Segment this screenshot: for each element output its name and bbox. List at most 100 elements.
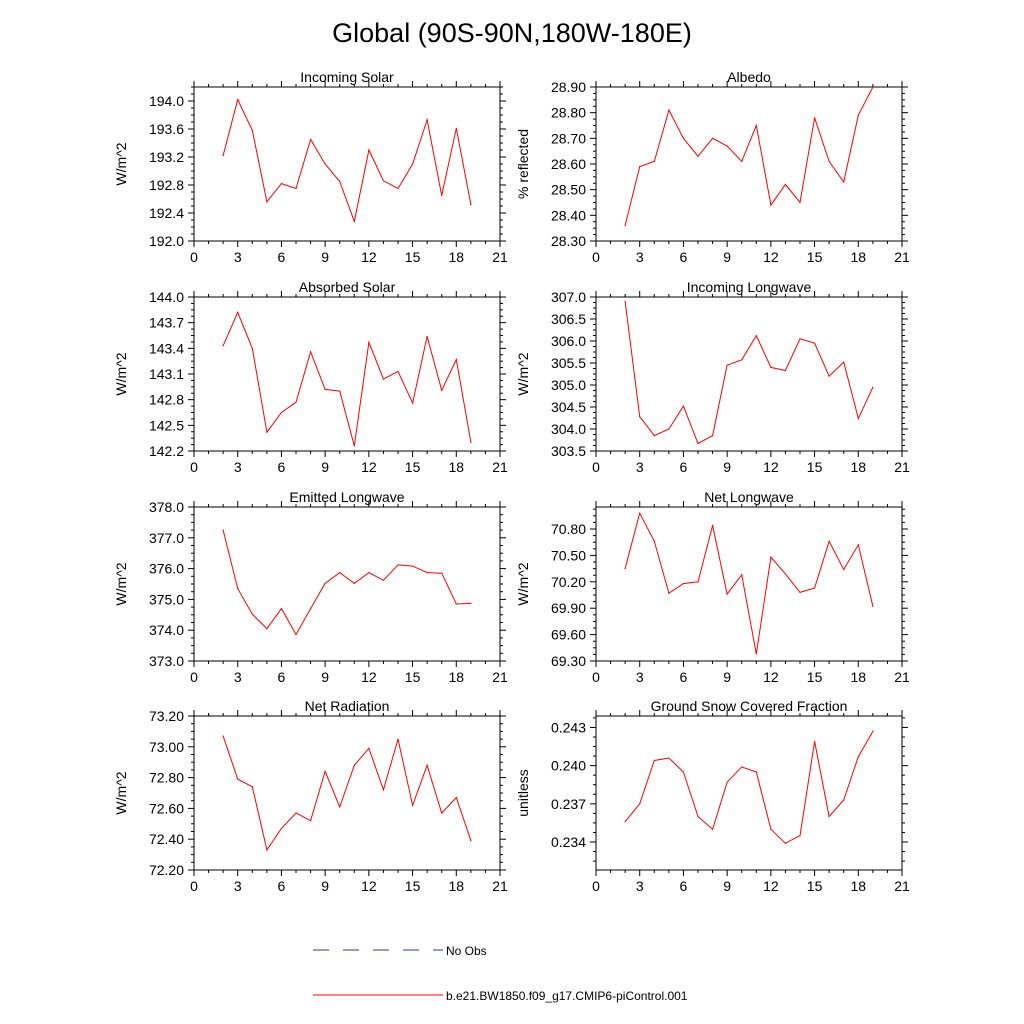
data-point xyxy=(382,378,385,380)
y-tick-label: 192.4 xyxy=(149,205,184,221)
data-point xyxy=(339,390,341,392)
x-tick-label: 3 xyxy=(234,249,242,265)
y-tick-label: 0.237 xyxy=(551,796,586,812)
data-point xyxy=(843,568,845,571)
data-point xyxy=(668,592,670,594)
data-point xyxy=(397,738,399,740)
x-tick-label: 6 xyxy=(278,459,286,475)
data-point xyxy=(470,441,472,444)
x-tick-label: 12 xyxy=(361,249,377,265)
y-tick-label: 69.60 xyxy=(551,627,586,643)
data-point xyxy=(441,572,443,574)
data-point xyxy=(339,806,341,808)
y-tick-label: 375.0 xyxy=(149,591,184,607)
data-point xyxy=(251,347,253,349)
data-point xyxy=(411,565,414,567)
data-point xyxy=(828,815,830,818)
data-point xyxy=(799,591,801,593)
data-point xyxy=(382,180,385,182)
x-tick-label: 12 xyxy=(361,878,377,894)
data-point xyxy=(280,183,283,185)
x-tick-label: 21 xyxy=(492,669,508,685)
x-tick-label: 15 xyxy=(807,878,823,894)
data-point xyxy=(309,608,312,610)
y-tick-label: 0.234 xyxy=(551,834,586,850)
x-tick-label: 0 xyxy=(190,669,198,685)
y-tick-label: 70.20 xyxy=(551,574,586,590)
data-point xyxy=(639,165,641,168)
chart-title: Ground Snow Covered Fraction xyxy=(651,698,848,714)
y-tick-label: 307.0 xyxy=(551,289,586,305)
data-point xyxy=(697,815,699,818)
data-point xyxy=(857,417,859,420)
data-point xyxy=(237,99,239,101)
data-point xyxy=(397,370,399,373)
y-tick-label: 73.20 xyxy=(149,708,184,724)
chart-panel: Absorbed Solar W/m^2 0 3 6 9 12 15 18 21 142.2 142.… xyxy=(113,279,508,475)
y-tick-label: 193.2 xyxy=(149,149,184,165)
data-point xyxy=(397,187,399,190)
data-point xyxy=(653,160,655,163)
data-point xyxy=(295,633,297,636)
x-tick-label: 0 xyxy=(592,669,600,685)
data-point xyxy=(411,163,414,165)
data-point xyxy=(872,386,874,388)
chart-panel: Net Longwave W/m^2 0 3 6 9 12 15 18 21 69.30 69.60 6… xyxy=(515,489,910,685)
chart-panel: Ground Snow Covered Fraction unitless 0 3 6 9… xyxy=(515,698,910,894)
data-point xyxy=(441,389,443,391)
data-point xyxy=(697,442,699,445)
y-tick-label: 144.0 xyxy=(149,289,184,305)
y-axis-label: W/m^2 xyxy=(515,352,531,395)
data-point xyxy=(266,431,268,433)
x-tick-label: 15 xyxy=(807,249,823,265)
series-line xyxy=(222,98,472,224)
x-tick-label: 6 xyxy=(680,669,688,685)
data-point xyxy=(711,828,714,830)
data-point xyxy=(784,183,787,186)
data-point xyxy=(309,138,312,141)
x-tick-label: 18 xyxy=(850,459,866,475)
chart-title: Net Radiation xyxy=(305,698,390,714)
y-axis-label: W/m^2 xyxy=(113,562,129,605)
x-tick-label: 12 xyxy=(361,459,377,475)
x-tick-label: 18 xyxy=(850,669,866,685)
data-point xyxy=(828,375,830,377)
data-point xyxy=(653,759,655,762)
data-point xyxy=(455,797,457,799)
x-tick-label: 3 xyxy=(234,878,242,894)
x-tick-label: 12 xyxy=(763,459,779,475)
data-point xyxy=(857,756,859,758)
data-point xyxy=(237,588,239,590)
data-point xyxy=(309,351,312,353)
y-tick-label: 373.0 xyxy=(149,653,184,669)
y-tick-label: 192.8 xyxy=(149,177,184,193)
data-point xyxy=(799,338,801,340)
x-tick-label: 18 xyxy=(850,249,866,265)
data-point xyxy=(770,204,772,206)
y-tick-label: 28.90 xyxy=(551,79,586,95)
data-point xyxy=(799,201,801,204)
plot-frame xyxy=(193,715,501,871)
data-point xyxy=(455,358,457,361)
x-tick-label: 0 xyxy=(592,249,600,265)
data-point xyxy=(770,556,772,558)
y-tick-label: 374.0 xyxy=(149,622,184,638)
y-tick-label: 28.40 xyxy=(551,207,586,223)
data-point xyxy=(653,540,655,542)
data-point xyxy=(624,821,626,823)
data-point xyxy=(857,114,859,116)
data-point xyxy=(280,608,283,610)
data-point xyxy=(770,366,772,368)
x-tick-label: 12 xyxy=(763,249,779,265)
y-tick-label: 305.5 xyxy=(551,355,586,371)
data-point xyxy=(726,145,728,147)
y-tick-label: 28.60 xyxy=(551,156,586,172)
data-point xyxy=(813,117,816,119)
data-point xyxy=(382,579,385,581)
data-point xyxy=(324,163,326,165)
data-point xyxy=(828,160,830,163)
data-point xyxy=(368,747,370,749)
data-point xyxy=(711,137,714,139)
legend-obs-label: No Obs xyxy=(446,944,487,958)
x-tick-label: 9 xyxy=(723,249,731,265)
